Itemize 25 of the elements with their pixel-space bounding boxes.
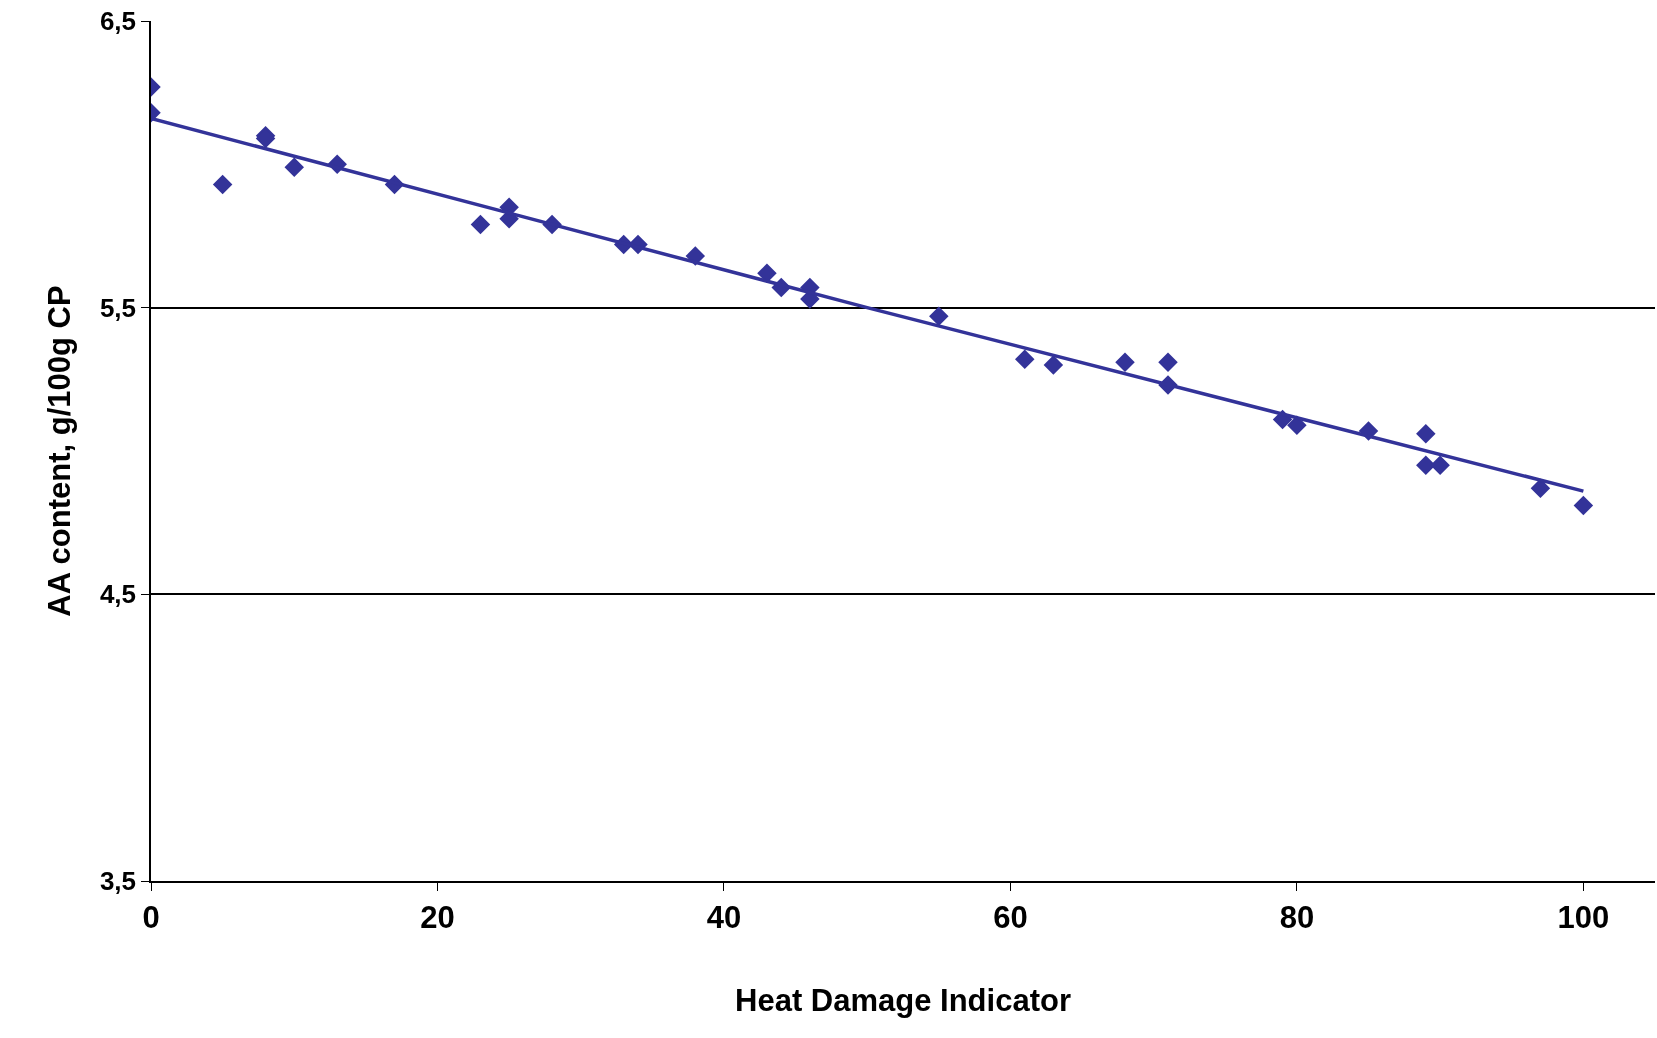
point [1530,478,1551,499]
y-tick-label: 6,5 [99,6,137,37]
y-tick-label: 5,5 [99,292,137,323]
x-tick-label: 100 [1557,899,1610,935]
point [929,306,949,327]
point [1430,455,1450,476]
x-tick-label: 80 [1279,899,1315,935]
point [470,214,491,235]
x-tick-label: 0 [142,899,160,935]
point [1158,352,1178,372]
point [1416,455,1436,476]
y-tick-label: 3,5 [99,866,137,897]
y-tick-label: 4,5 [99,579,137,610]
x-tick-label: 20 [420,899,455,935]
x-axis-title: Heat Damage Indicator [735,982,1071,1018]
point [1115,352,1135,372]
point [1043,355,1064,375]
point [1416,424,1436,444]
point [212,174,233,195]
point [1015,349,1035,370]
y-axis-title: AA content, g/100g CP [42,285,78,617]
point [1573,495,1594,516]
x-tick-label: 40 [706,899,742,935]
x-tick-label: 60 [993,899,1028,935]
point [284,157,304,177]
